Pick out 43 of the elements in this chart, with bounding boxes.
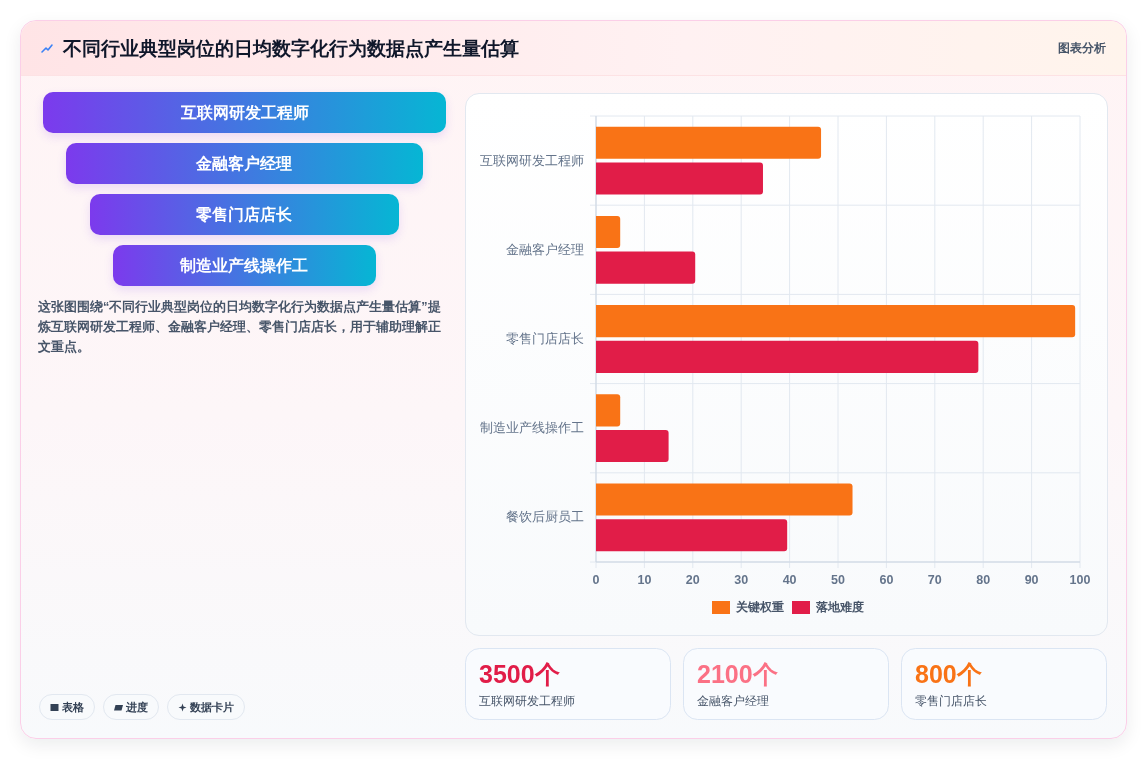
legend-label: 落地难度 bbox=[815, 599, 864, 616]
x-tick-label: 50 bbox=[831, 573, 845, 587]
x-tick-label: 0 bbox=[592, 573, 600, 587]
text: 2100个 bbox=[697, 660, 778, 688]
y-tick-label: 餐饮后厨员工 bbox=[506, 510, 584, 525]
bar bbox=[596, 215, 621, 249]
bar bbox=[596, 519, 788, 552]
x-tick-label: 60 bbox=[879, 573, 894, 587]
x-tick-label: 20 bbox=[685, 573, 700, 587]
text: 表格 bbox=[62, 699, 84, 715]
x-tick-label: 90 bbox=[1024, 573, 1039, 587]
x-tick-label: 30 bbox=[734, 573, 749, 587]
y-tick-label: 金融客户经理 bbox=[506, 241, 584, 257]
bar bbox=[596, 305, 1076, 338]
legend-label: 关键权重 bbox=[735, 599, 784, 616]
x-tick-label: 100 bbox=[1069, 573, 1091, 587]
category-label: 零售门店店长 bbox=[915, 693, 987, 709]
x-tick-label: 40 bbox=[782, 573, 797, 587]
x-tick-label: 10 bbox=[637, 573, 652, 587]
bar bbox=[596, 483, 853, 516]
category-label: 制造业产线操作工 bbox=[113, 245, 376, 286]
text: 图表分析 bbox=[1057, 40, 1106, 56]
bar bbox=[596, 162, 763, 195]
x-tick-label: 80 bbox=[976, 573, 991, 587]
text: 不同行业典型岗位的日均数字化行为数据点产生量估算 bbox=[63, 37, 519, 61]
bar bbox=[596, 251, 696, 284]
text: 数据卡片 bbox=[190, 699, 234, 715]
y-tick-label: 制造业产线操作工 bbox=[480, 421, 584, 436]
text: 这张图围绕“不同行业典型岗位的日均数字化行为数据点产生量估算”提炼互联网研发工程师、金融客户经理、零售门店店长，用于辅助理解正文重点。 bbox=[38, 298, 442, 356]
y-tick-label: 互联网研发工程师 bbox=[480, 153, 584, 168]
bar bbox=[596, 126, 822, 159]
category-label: 金融客户经理 bbox=[697, 693, 769, 709]
text: 3500个 bbox=[479, 660, 560, 688]
y-tick-label: 零售门店店长 bbox=[506, 331, 584, 346]
category-label: 互联网研发工程师 bbox=[43, 92, 446, 133]
text: 进度 bbox=[126, 699, 148, 715]
category-label: 零售门店店长 bbox=[89, 194, 400, 235]
bar bbox=[596, 429, 669, 463]
x-tick-label: 70 bbox=[927, 573, 942, 587]
bar bbox=[596, 340, 979, 373]
bar bbox=[596, 394, 621, 427]
category-label: 金融客户经理 bbox=[66, 143, 423, 184]
text: 800个 bbox=[915, 660, 982, 688]
